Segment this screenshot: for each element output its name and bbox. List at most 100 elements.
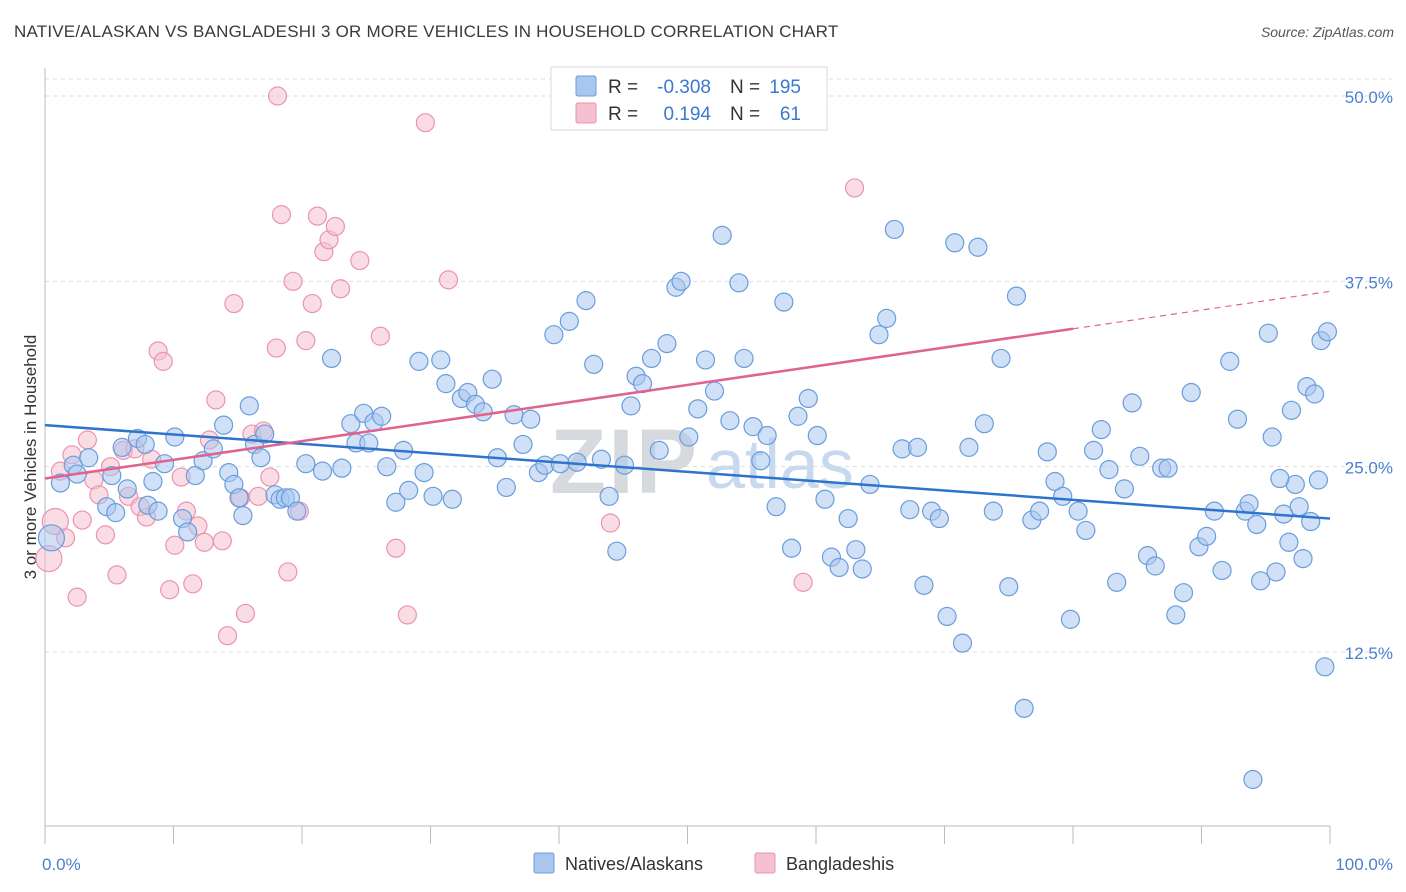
source-label: Source: ZipAtlas.com — [1260, 24, 1394, 40]
data-point — [1243, 769, 1263, 790]
data-point — [271, 205, 292, 225]
data-point — [695, 350, 716, 370]
data-point — [148, 501, 168, 521]
data-point — [332, 458, 352, 478]
data-point — [1145, 556, 1165, 576]
legend-r-value-2: 0.194 — [663, 104, 711, 125]
data-point — [154, 454, 175, 474]
data-point — [235, 603, 256, 624]
data-point — [312, 461, 333, 481]
data-point — [224, 293, 244, 314]
data-point — [302, 293, 322, 314]
data-point — [372, 406, 392, 426]
data-point — [399, 480, 419, 500]
data-point — [117, 479, 137, 499]
data-point — [442, 489, 462, 509]
data-point — [907, 437, 928, 457]
bottom-legend-swatch-blue — [533, 852, 555, 874]
data-point — [1173, 583, 1194, 603]
data-point — [688, 399, 708, 419]
data-point — [296, 331, 316, 351]
data-point — [591, 449, 612, 469]
data-point — [341, 414, 361, 434]
data-point — [991, 348, 1011, 369]
data-point — [414, 462, 434, 483]
data-point — [266, 338, 286, 358]
data-point — [350, 250, 370, 271]
data-point — [999, 577, 1019, 597]
data-point — [1258, 323, 1278, 343]
data-point — [914, 575, 934, 595]
data-point — [757, 425, 777, 446]
data-point — [743, 417, 763, 437]
data-point — [657, 334, 677, 354]
data-point — [229, 488, 249, 508]
data-point — [185, 465, 205, 486]
legend: R = -0.308 N = 195 R = 0.194 N = 61 — [550, 66, 828, 131]
legend-r-label-1: R = — [608, 77, 638, 98]
data-point — [852, 559, 872, 579]
y-tick-label: 37.5% — [1345, 273, 1393, 292]
trend-line-bangladeshis-extension — [1072, 290, 1331, 330]
data-point — [614, 455, 635, 475]
data-point — [1239, 494, 1259, 514]
data-point — [1068, 501, 1088, 521]
data-point — [559, 311, 579, 331]
data-point — [72, 510, 92, 530]
data-point — [325, 216, 346, 237]
data-point — [482, 369, 502, 389]
data-point — [600, 513, 621, 533]
data-point — [1158, 458, 1178, 478]
legend-n-label-2: N = — [730, 104, 760, 125]
data-point — [160, 580, 180, 600]
data-point — [974, 414, 994, 434]
data-point — [409, 351, 429, 371]
data-point — [576, 291, 596, 311]
data-point — [1006, 286, 1027, 306]
data-point — [884, 219, 904, 240]
data-point — [1130, 446, 1150, 466]
legend-n-value-1: 195 — [769, 77, 801, 98]
data-point — [1281, 400, 1302, 420]
data-point — [1301, 511, 1321, 532]
data-point — [370, 326, 390, 346]
data-point — [599, 486, 619, 506]
data-point — [720, 411, 740, 431]
data-point — [649, 440, 669, 460]
x-tick-label: 0.0% — [42, 855, 81, 874]
data-point — [1279, 532, 1299, 552]
data-point — [641, 348, 662, 369]
data-point — [607, 541, 627, 561]
bottom-legend-label-2: Bangladeshis — [786, 854, 894, 874]
legend-box — [550, 66, 828, 131]
data-point — [106, 503, 126, 523]
data-point — [959, 437, 979, 457]
data-point — [206, 390, 226, 410]
data-point — [751, 451, 771, 471]
data-point — [251, 448, 271, 468]
data-point — [1308, 470, 1329, 490]
chart-title: NATIVE/ALASKAN VS BANGLADESHI 3 OR MORE … — [14, 22, 839, 41]
data-point — [377, 457, 397, 477]
data-point — [386, 538, 406, 558]
data-point — [473, 402, 493, 422]
data-point — [330, 279, 351, 299]
data-point — [183, 574, 203, 594]
data-point — [1091, 420, 1111, 440]
data-point — [67, 587, 87, 607]
data-point — [107, 565, 127, 585]
data-point — [423, 486, 443, 506]
data-point — [513, 434, 533, 455]
data-point — [112, 437, 132, 457]
data-point — [900, 500, 920, 520]
data-point — [496, 477, 516, 498]
data-point — [77, 430, 98, 450]
data-point — [846, 540, 866, 560]
data-point — [788, 406, 808, 426]
data-point — [1083, 440, 1104, 460]
axes — [44, 68, 1331, 844]
legend-n-label-1: N = — [730, 77, 760, 98]
data-point — [869, 325, 889, 345]
data-point — [1114, 479, 1135, 499]
